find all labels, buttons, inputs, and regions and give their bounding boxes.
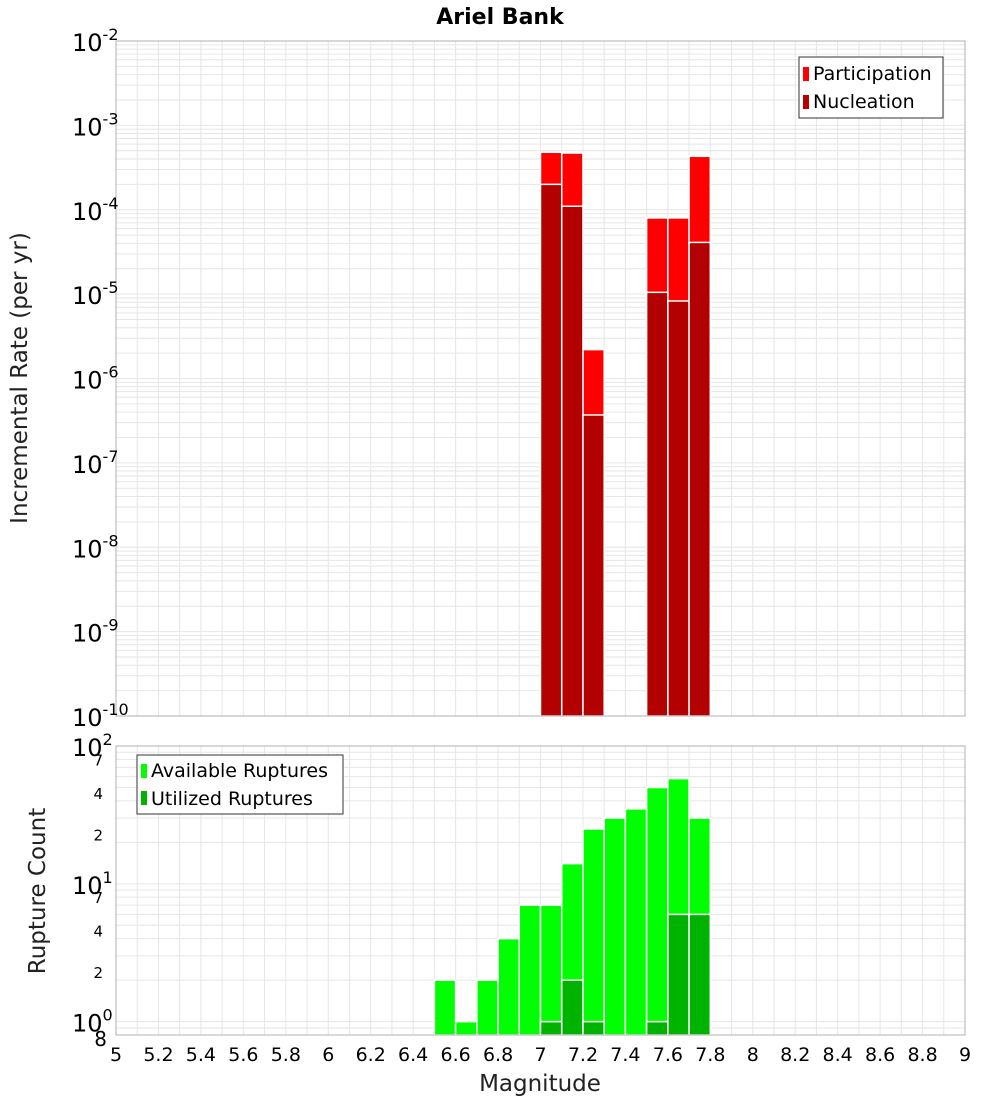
available-ruptures-bar	[518, 904, 542, 1036]
x-tick-label: 5.6	[228, 1044, 258, 1066]
rate-y-tick-label: 10-5	[72, 278, 119, 310]
utilized-ruptures-bar	[539, 1020, 563, 1036]
legend-swatch-utilized	[141, 791, 147, 805]
rupture-count-bars	[433, 777, 712, 1036]
count-y-major-label: 102	[72, 730, 113, 762]
x-tick-label: 5.8	[271, 1044, 301, 1066]
count-y-minor-label: 2	[93, 826, 103, 844]
available-ruptures-bar	[645, 786, 669, 1036]
x-tick-label: 7.6	[653, 1044, 683, 1066]
utilized-ruptures-bar	[667, 913, 690, 1036]
x-tick-label: 6.6	[440, 1044, 470, 1066]
x-tick-label: 5.4	[186, 1044, 216, 1066]
nucleation-bar	[667, 300, 690, 717]
rate-plot-panel: 10-10 10-9 10-8 10-7 10-6 10-5 10-4 10-3 10-2 In…	[7, 25, 966, 732]
available-ruptures-bar	[454, 1020, 478, 1036]
count-y-major-label: 100	[72, 1006, 113, 1038]
rupture-count-frame	[115, 745, 966, 1036]
x-tick-label: 7	[534, 1044, 546, 1066]
available-ruptures-bar	[624, 808, 648, 1036]
legend-swatch-nucleation	[803, 95, 809, 109]
rate-y-tick-labels: 10-10 10-9 10-8 10-7 10-6 10-5 10-4 10-3 10-2	[72, 25, 129, 732]
available-ruptures-bar	[433, 979, 457, 1036]
legend-label-available: Available Ruptures	[151, 760, 328, 782]
count-legend: Available Ruptures Utilized Ruptures	[136, 754, 344, 815]
nucleation-bar	[582, 414, 605, 717]
nucleation-bar	[688, 241, 712, 717]
rate-y-tick-label: 10-8	[72, 531, 119, 563]
available-ruptures-bar	[539, 904, 563, 1036]
nucleation-bar	[539, 183, 563, 717]
legend-swatch-available	[141, 764, 147, 778]
legend-label-utilized: Utilized Ruptures	[151, 788, 313, 810]
nucleation-bar	[560, 205, 584, 717]
rate-y-tick-label: 10-7	[72, 447, 119, 479]
x-tick-label: 6.8	[483, 1044, 513, 1066]
count-y-minor-label: 2	[93, 964, 103, 982]
rate-y-tick-label: 10-9	[72, 616, 119, 648]
rate-y-tick-label: 10-3	[72, 109, 119, 141]
x-tick-label: 8.2	[780, 1044, 810, 1066]
available-ruptures-bar	[582, 828, 605, 1036]
x-tick-label: 5	[110, 1044, 122, 1066]
x-tick-label: 6	[322, 1044, 334, 1066]
count-y-minor-label: 4	[93, 785, 103, 803]
available-ruptures-bar	[603, 817, 627, 1036]
x-tick-label: 6.4	[398, 1044, 428, 1066]
rate-y-axis-label: Incremental Rate (per yr)	[7, 232, 33, 524]
available-ruptures-bar	[497, 937, 521, 1036]
x-tick-label: 6.2	[356, 1044, 386, 1066]
utilized-ruptures-bar	[645, 1020, 669, 1036]
count-y-tick-labels: 100 101 102 8 2 4 7 2 4 7	[72, 730, 113, 1051]
x-tick-label: 5.2	[143, 1044, 173, 1066]
utilized-ruptures-bar	[560, 979, 584, 1036]
x-tick-label: 8.4	[823, 1044, 853, 1066]
x-tick-label: 9	[959, 1044, 971, 1066]
x-tick-label: 7.4	[610, 1044, 640, 1066]
legend-label-nucleation: Nucleation	[813, 91, 915, 113]
nucleation-bar	[645, 291, 669, 717]
rate-y-tick-label: 10-6	[72, 363, 119, 395]
count-y-minor-label: 8	[94, 1027, 107, 1051]
legend-label-participation: Participation	[813, 63, 932, 85]
count-y-axis-label: Rupture Count	[25, 808, 51, 974]
count-y-minor-label: 7	[93, 751, 103, 769]
legend-swatch-participation	[803, 67, 809, 81]
rate-y-tick-label: 10-4	[72, 194, 119, 226]
rate-plot-bars	[539, 151, 712, 717]
rate-legend-box	[798, 56, 944, 119]
rupture-count-panel: 100 101 102 8 2 4 7 2 4 7 5 5.2 5.4 5.6 5.8 6 6.2 6.4 6.6…	[25, 730, 971, 1097]
count-y-minor-label: 4	[93, 923, 103, 941]
x-axis-label: Magnitude	[479, 1071, 601, 1097]
utilized-ruptures-bar	[688, 913, 712, 1036]
rate-y-tick-label: 10-2	[72, 25, 119, 57]
available-ruptures-bar	[476, 979, 499, 1036]
utilized-ruptures-bar	[582, 1020, 605, 1036]
x-tick-label: 8.6	[865, 1044, 895, 1066]
rate-plot-frame	[115, 40, 966, 717]
count-y-minor-label: 7	[93, 889, 103, 907]
x-tick-label: 8	[747, 1044, 759, 1066]
rate-y-tick-label: 10-10	[72, 700, 129, 732]
x-tick-label: 7.8	[695, 1044, 725, 1066]
x-tick-label: 8.8	[907, 1044, 937, 1066]
x-tick-label: 7.2	[568, 1044, 598, 1066]
rate-legend: Participation Nucleation	[798, 56, 944, 119]
count-legend-box	[136, 754, 344, 815]
count-y-major-label: 101	[72, 868, 113, 900]
chart-title: Ariel Bank	[436, 5, 565, 30]
x-tick-labels: 5 5.2 5.4 5.6 5.8 6 6.2 6.4 6.6 6.8 7 7.2 7.4 7.6 7.8 8…	[110, 1044, 971, 1066]
